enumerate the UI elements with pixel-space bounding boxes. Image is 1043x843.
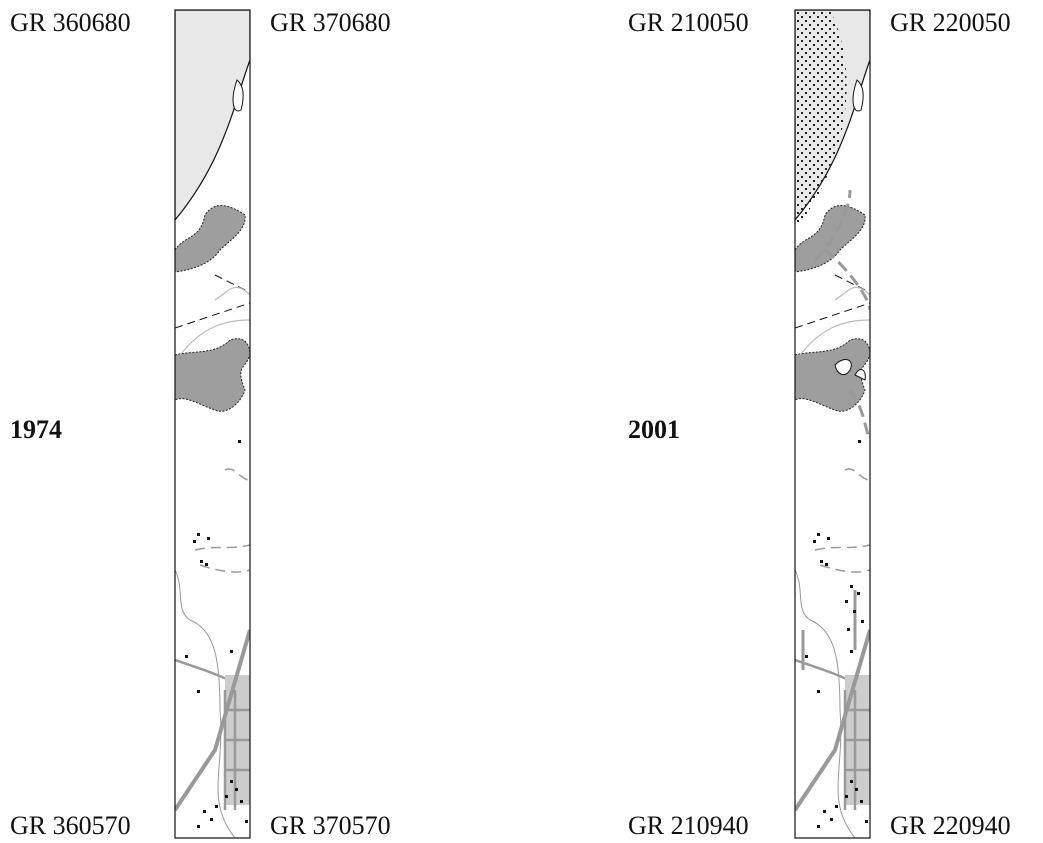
grid-ref: GR 220050 — [890, 8, 1011, 37]
grid-ref: GR 210940 — [628, 811, 749, 840]
grid-ref: GR 360570 — [10, 811, 131, 840]
grid-ref: GR 210050 — [628, 8, 749, 37]
grid-ref: GR 370680 — [270, 8, 391, 37]
year-label: 1974 — [10, 415, 62, 444]
map-strip — [174, 9, 251, 839]
grid-ref: GR 370570 — [270, 811, 391, 840]
year-label: 2001 — [628, 415, 680, 444]
grid-ref: GR 360680 — [10, 8, 131, 37]
map-strip — [794, 9, 871, 839]
grid-ref: GR 220940 — [890, 811, 1011, 840]
